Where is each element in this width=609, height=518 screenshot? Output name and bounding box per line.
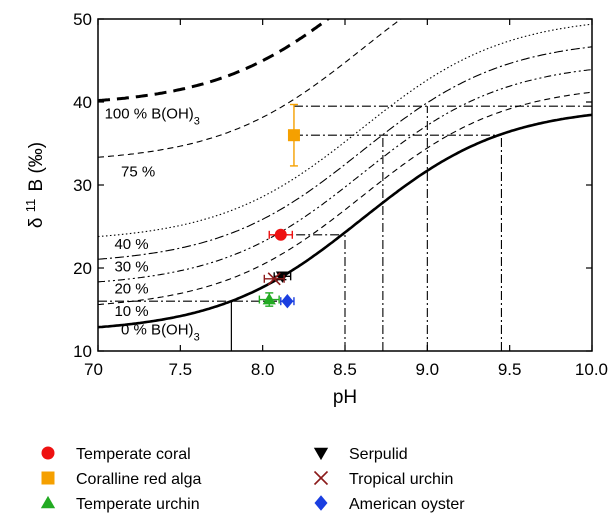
legend-marker-triangle-up bbox=[40, 495, 56, 509]
legend-marker-diamond bbox=[314, 495, 328, 511]
legend-marker-x bbox=[313, 470, 329, 486]
model-curves bbox=[98, 19, 592, 329]
marker-circle bbox=[274, 228, 287, 241]
y-axis-title-superscript: 11 bbox=[23, 199, 38, 213]
data-point-american-oyster bbox=[280, 294, 295, 309]
y-tick-label: 50 bbox=[73, 10, 92, 29]
curve-label-f40: 40 % bbox=[114, 236, 148, 253]
data-point-temperate-coral bbox=[268, 228, 294, 241]
legend-label: Temperate coral bbox=[76, 446, 191, 463]
legend-entry-american-oyster: American oyster bbox=[314, 495, 465, 513]
curve-label-f100: 100 % B(OH)3 bbox=[105, 106, 200, 128]
legend: Temperate coral Serpulid Coralline red alg… bbox=[40, 446, 465, 513]
legend-entry-tropical-urchin: Tropical urchin bbox=[313, 470, 453, 488]
legend-entry-temperate-coral: Temperate coral bbox=[41, 446, 191, 463]
data-point-coralline-red-alga bbox=[287, 103, 300, 167]
marker-x-b bbox=[267, 272, 281, 286]
x-tick-label: 7.5 bbox=[169, 360, 193, 379]
curve-f40 bbox=[98, 23, 592, 238]
curve-label-text: 30 % bbox=[114, 258, 148, 275]
legend-label: Tropical urchin bbox=[349, 471, 453, 488]
curve-label-f10: 10 % bbox=[114, 303, 148, 320]
legend-entry-serpulid: Serpulid bbox=[313, 446, 408, 463]
curve-f100 bbox=[98, 19, 331, 103]
curve-label-text: 0 % B(OH) bbox=[121, 321, 194, 338]
legend-marker-square bbox=[41, 471, 55, 485]
y-tick-label: 40 bbox=[73, 93, 92, 112]
y-tick-label: 30 bbox=[73, 176, 92, 195]
axis-ticks: 70 7.5 8.0 8.5 9.0 9.5 10.0 10 20 30 40 50 bbox=[73, 10, 608, 379]
x-axis-title: pH bbox=[333, 387, 357, 408]
marker-triangle-down bbox=[275, 271, 290, 283]
x-tick-label: 10.0 bbox=[575, 360, 608, 379]
x-tick-label: 9.5 bbox=[498, 360, 522, 379]
curve-f30 bbox=[98, 46, 592, 260]
y-axis-title: δ 11 B (‰) bbox=[23, 142, 48, 228]
data-points bbox=[258, 103, 300, 309]
legend-label: Temperate urchin bbox=[76, 496, 200, 513]
legend-marker-triangle-down bbox=[313, 447, 329, 461]
y-tick-label: 20 bbox=[73, 259, 92, 278]
curve-label-text: 40 % bbox=[114, 236, 148, 253]
legend-entry-coralline-red-alga: Coralline red alga bbox=[41, 471, 202, 488]
curve-f0 bbox=[98, 113, 592, 329]
marker-square bbox=[287, 129, 300, 142]
curve-label-text: 20 % bbox=[114, 281, 148, 298]
y-axis-title-delta: δ bbox=[26, 218, 47, 229]
legend-label: Serpulid bbox=[349, 446, 408, 463]
data-point-tropical-urchin bbox=[263, 272, 285, 286]
marker-triangle-up bbox=[262, 292, 276, 305]
legend-label: American oyster bbox=[349, 496, 465, 513]
curve-label-f0: 0 % B(OH)3 bbox=[121, 321, 200, 343]
y-tick-label: 10 bbox=[73, 342, 92, 361]
x-tick-label: 8.5 bbox=[333, 360, 357, 379]
curve-label-text: 100 % B(OH) bbox=[105, 106, 194, 123]
marker-diamond bbox=[281, 294, 294, 309]
x-tick-label: 70 bbox=[84, 360, 103, 379]
legend-marker-circle bbox=[41, 446, 55, 460]
curve-label-f30: 30 % bbox=[114, 258, 148, 275]
curve-label-subscript: 3 bbox=[194, 331, 200, 343]
curve-label-f75: 75 % bbox=[121, 164, 155, 181]
y-axis-title-main: B (‰) bbox=[26, 142, 47, 192]
x-tick-label: 8.0 bbox=[251, 360, 275, 379]
curve-f75 bbox=[98, 19, 402, 158]
curve-label-text: 10 % bbox=[114, 303, 148, 320]
legend-entry-temperate-urchin: Temperate urchin bbox=[40, 495, 200, 513]
curve-label-text: 75 % bbox=[121, 164, 155, 181]
curve-f20 bbox=[98, 68, 592, 283]
legend-marker-x-b bbox=[313, 470, 329, 486]
curve-label-subscript: 3 bbox=[194, 116, 200, 128]
curve-labels: 0 % B(OH)310 %20 %30 %40 %75 %100 % B(OH… bbox=[105, 106, 200, 344]
legend-label: Coralline red alga bbox=[76, 471, 202, 488]
guide-lines bbox=[98, 105, 592, 351]
marker-x bbox=[267, 272, 281, 286]
curve-label-f20: 20 % bbox=[114, 281, 148, 298]
data-point-temperate-urchin bbox=[258, 292, 280, 307]
x-tick-label: 9.0 bbox=[416, 360, 440, 379]
curve-f10 bbox=[98, 91, 592, 306]
